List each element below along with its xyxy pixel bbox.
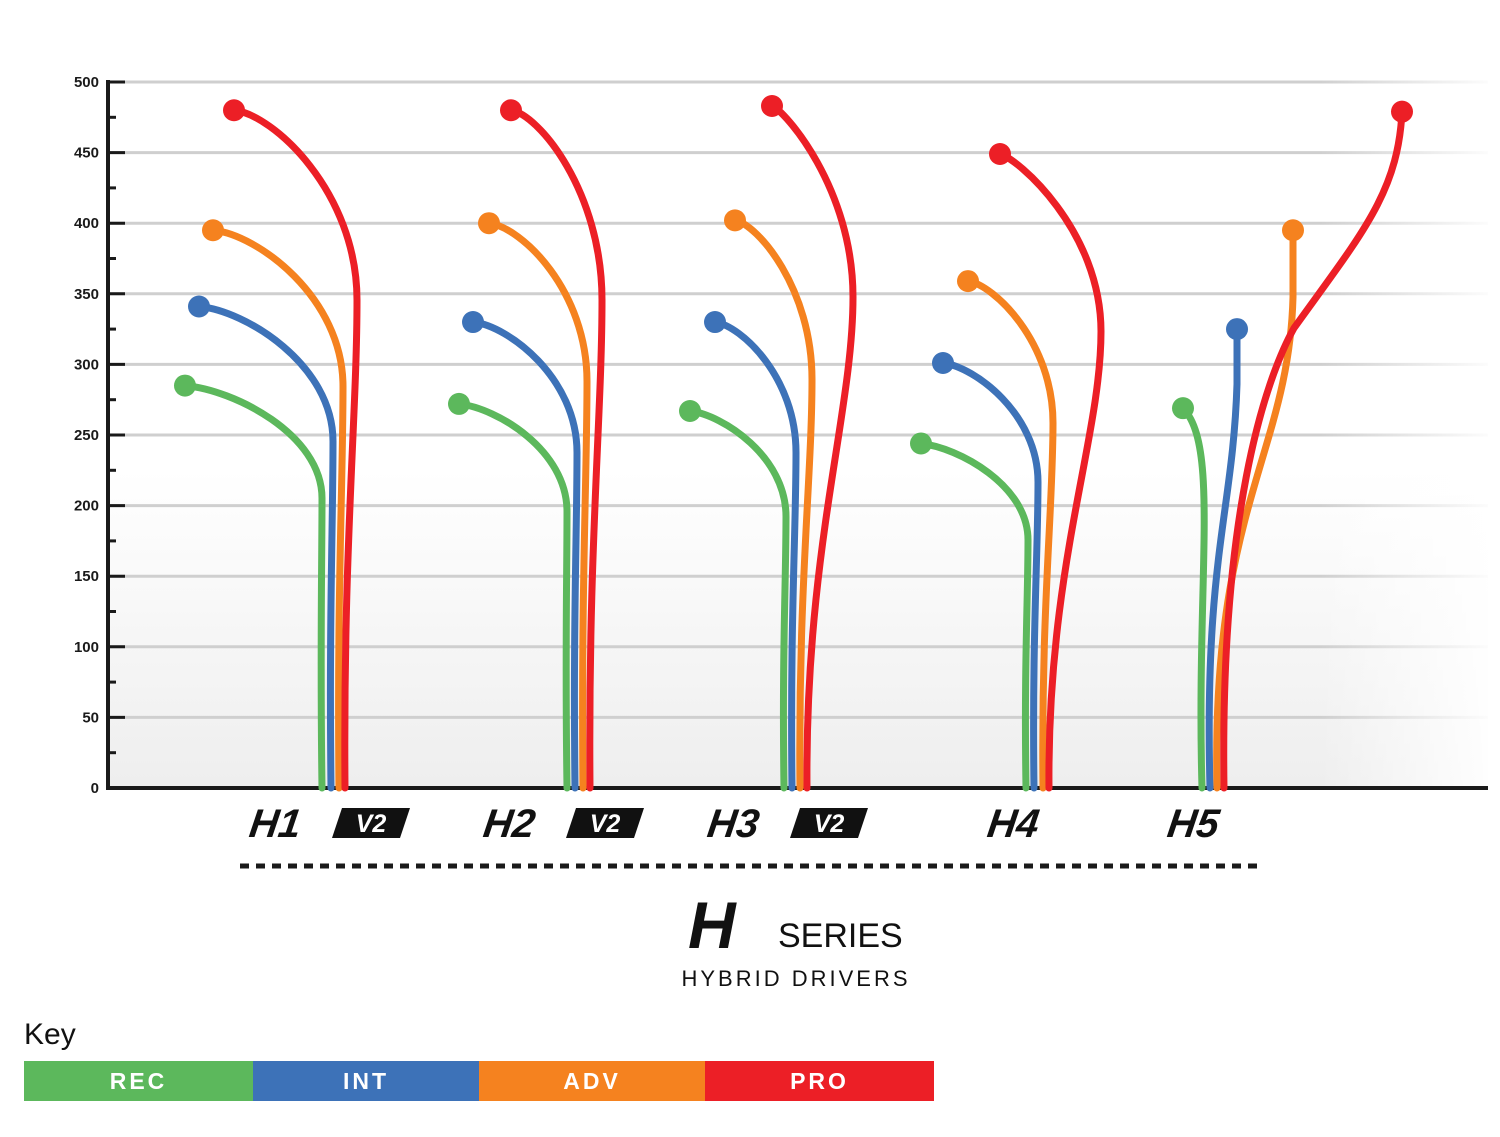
y-tick-label: 350	[74, 286, 99, 303]
flight-curve-h1-int	[195, 303, 337, 792]
legend-swatch	[705, 1061, 934, 1101]
model-name: H4	[985, 801, 1042, 846]
model-name: H1	[247, 801, 304, 846]
peak-point-h1-pro	[223, 99, 245, 122]
legend-label: PRO	[790, 1068, 849, 1094]
y-tick-label: 500	[74, 74, 99, 91]
version-badge-label: V2	[356, 810, 387, 838]
peak-point-h2-pro	[500, 99, 522, 122]
peak-point-h5-adv	[1282, 219, 1304, 242]
peak-point-h3-int	[704, 311, 726, 334]
flight-curve-h5-int	[1205, 325, 1241, 792]
flight-curves	[174, 95, 1413, 792]
curve-group-h4	[910, 143, 1105, 792]
legend: REC INT ADV PRO	[24, 1061, 934, 1101]
flight-curve-h2-adv	[485, 219, 591, 792]
flight-curve-h3-rec	[686, 407, 790, 792]
brand-logo: H SERIES HYBRID DRIVERS	[681, 888, 910, 991]
legend-swatch	[24, 1061, 253, 1101]
flight-curve-h3-int	[711, 318, 800, 792]
y-tick-label: 100	[74, 639, 99, 656]
flight-curve-h4-int	[939, 359, 1042, 792]
peak-point-h2-rec	[448, 392, 470, 415]
legend-swatch	[253, 1061, 479, 1101]
curve-group-h1	[174, 99, 361, 792]
curve-group-h3	[679, 95, 857, 792]
model-label-h4: H4	[985, 801, 1042, 846]
version-badge-label: V2	[814, 810, 845, 838]
peak-point-h2-int	[462, 311, 484, 334]
legend-item-int: INT	[253, 1061, 479, 1101]
peak-point-h5-int	[1226, 318, 1248, 341]
peak-point-h5-rec	[1172, 397, 1194, 420]
brand-word: SERIES	[778, 917, 903, 955]
y-tick-label: 300	[74, 356, 99, 373]
peak-point-h1-int	[188, 295, 210, 318]
model-label-h3: H3 V2	[705, 801, 868, 846]
peak-point-h3-adv	[724, 209, 746, 232]
y-tick-label: 250	[74, 427, 99, 444]
y-tick-label: 150	[74, 568, 99, 585]
peak-point-h1-adv	[202, 219, 224, 242]
model-labels: H1 V2 H2 V2 H3 V2 H4 H5	[247, 801, 1223, 846]
flight-curve-h1-pro	[230, 106, 361, 792]
version-badge-label: V2	[590, 810, 621, 838]
brand-subtitle: HYBRID DRIVERS	[681, 966, 910, 991]
model-name: H3	[705, 801, 762, 846]
brand-mark: H	[688, 888, 737, 962]
model-name: H2	[481, 801, 538, 846]
plot-fade	[1320, 60, 1500, 795]
version-badge	[790, 808, 868, 838]
peak-point-h3-pro	[761, 95, 783, 118]
peak-point-h1-rec	[174, 374, 196, 397]
flight-curve-h1-rec	[181, 382, 326, 792]
peak-point-h4-rec	[910, 432, 932, 455]
model-label-h1: H1 V2	[247, 801, 410, 846]
peak-point-h4-adv	[957, 270, 979, 293]
model-label-h2: H2 V2	[481, 801, 644, 846]
peak-point-h4-int	[932, 351, 954, 374]
flight-curve-h1-adv	[209, 226, 347, 792]
peak-point-h2-adv	[478, 212, 500, 235]
legend-item-rec: REC	[24, 1061, 253, 1101]
flight-curve-h3-adv	[731, 216, 816, 792]
legend-label: INT	[343, 1068, 389, 1094]
legend-label: REC	[110, 1068, 168, 1094]
peak-point-h3-rec	[679, 399, 701, 422]
peak-point-h4-pro	[989, 143, 1011, 166]
flight-curve-h4-adv	[964, 277, 1057, 792]
flight-curve-h5-rec	[1179, 404, 1208, 792]
flight-curve-h4-pro	[996, 150, 1105, 792]
y-tick-label: 450	[74, 145, 99, 162]
flight-curve-h5-pro	[1220, 108, 1406, 792]
y-tick-label: 200	[74, 498, 99, 515]
flight-curve-h2-rec	[455, 400, 571, 792]
flight-curve-h2-int	[469, 318, 581, 792]
model-name: H5	[1165, 801, 1223, 846]
model-label-h5: H5	[1165, 801, 1223, 846]
y-tick-label: 400	[74, 215, 99, 232]
legend-item-adv: ADV	[479, 1061, 705, 1101]
curve-group-h2	[448, 99, 606, 792]
legend-item-pro: PRO	[705, 1061, 934, 1101]
peak-point-h5-pro	[1391, 100, 1413, 123]
flight-curve-h2-pro	[507, 106, 606, 792]
version-badge	[332, 808, 410, 838]
curve-group-h5	[1172, 100, 1413, 792]
y-tick-label: 0	[91, 780, 99, 797]
y-tick-label: 50	[82, 709, 99, 726]
flight-curve-h3-pro	[768, 102, 857, 792]
legend-label: ADV	[563, 1068, 621, 1094]
flight-curve-h4-rec	[917, 439, 1032, 792]
version-badge	[566, 808, 644, 838]
legend-swatch	[479, 1061, 705, 1101]
legend-title: Key	[24, 1018, 76, 1051]
